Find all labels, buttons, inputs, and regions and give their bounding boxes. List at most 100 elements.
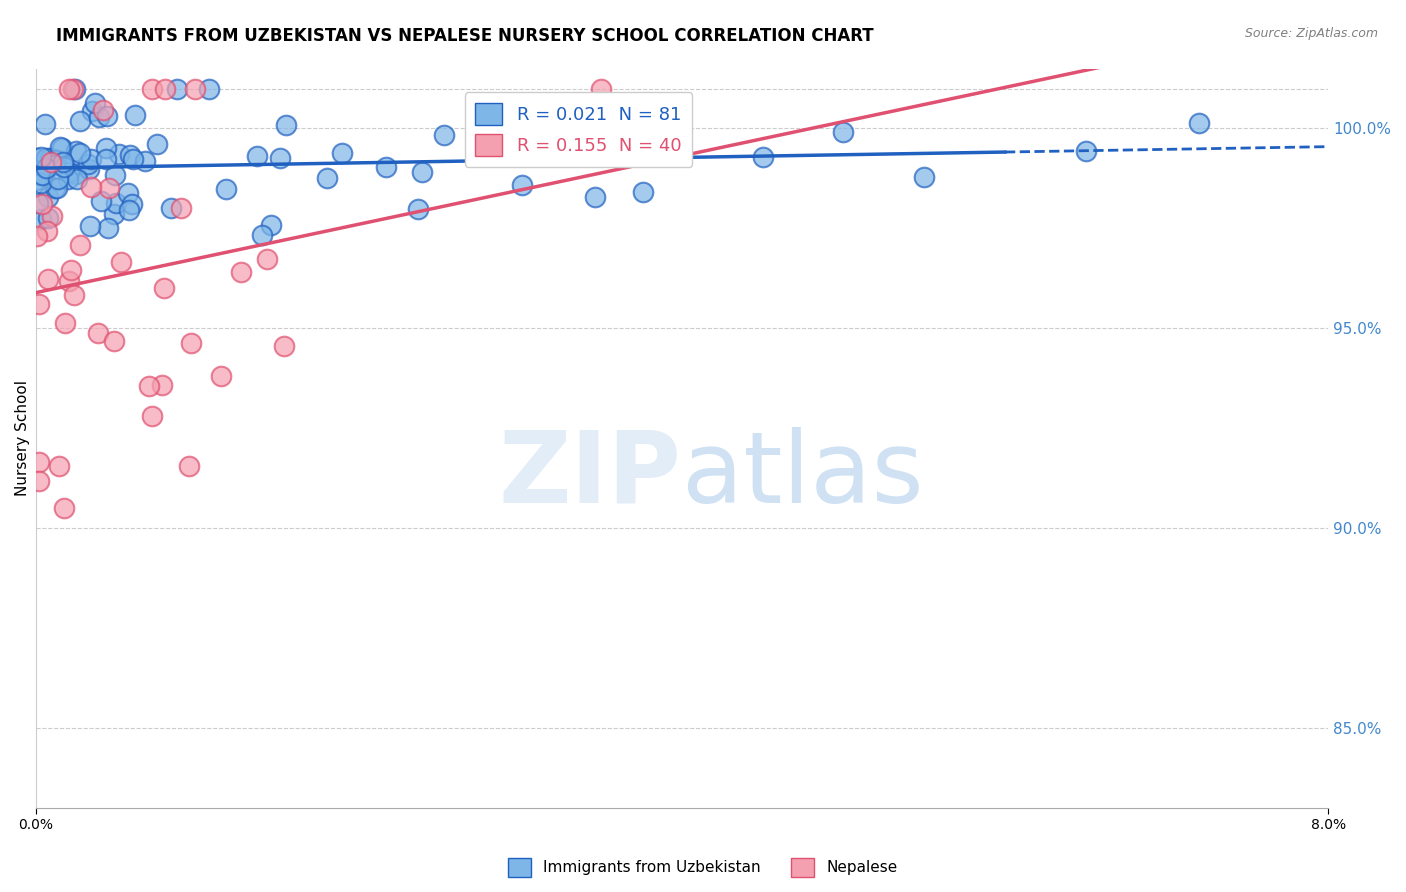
Nepalese [48, 458, 70, 473]
Immigrants from Uzbekistan [24, 173, 46, 187]
Nepalese [60, 263, 83, 277]
Nepalese [184, 81, 207, 95]
Immigrants from Uzbekistan [246, 149, 269, 163]
Immigrants from Uzbekistan [912, 169, 935, 184]
Immigrants from Uzbekistan [117, 186, 139, 200]
Immigrants from Uzbekistan [44, 158, 66, 172]
Immigrants from Uzbekistan [316, 171, 339, 186]
Immigrants from Uzbekistan [215, 182, 238, 196]
Immigrants from Uzbekistan [121, 196, 143, 211]
Immigrants from Uzbekistan [31, 169, 53, 183]
Nepalese [28, 455, 51, 469]
Nepalese [177, 458, 200, 473]
Immigrants from Uzbekistan [411, 165, 433, 179]
Immigrants from Uzbekistan [96, 153, 118, 167]
Immigrants from Uzbekistan [330, 146, 353, 161]
Immigrants from Uzbekistan [120, 148, 142, 162]
Immigrants from Uzbekistan [269, 151, 291, 165]
Immigrants from Uzbekistan [58, 165, 80, 179]
Immigrants from Uzbekistan [30, 176, 52, 190]
Immigrants from Uzbekistan [97, 221, 120, 235]
Immigrants from Uzbekistan [30, 150, 52, 164]
Nepalese [31, 196, 53, 211]
Nepalese [273, 339, 295, 353]
Immigrants from Uzbekistan [65, 167, 87, 181]
Immigrants from Uzbekistan [56, 172, 79, 186]
Immigrants from Uzbekistan [160, 201, 183, 215]
Nepalese [79, 180, 101, 194]
Text: IMMIGRANTS FROM UZBEKISTAN VS NEPALESE NURSERY SCHOOL CORRELATION CHART: IMMIGRANTS FROM UZBEKISTAN VS NEPALESE N… [56, 27, 875, 45]
Nepalese [155, 81, 177, 95]
Immigrants from Uzbekistan [35, 151, 58, 165]
Text: atlas: atlas [682, 426, 924, 524]
Immigrants from Uzbekistan [274, 118, 297, 132]
Immigrants from Uzbekistan [66, 171, 89, 186]
Immigrants from Uzbekistan [65, 144, 87, 158]
Nepalese [58, 274, 80, 288]
Nepalese [69, 237, 91, 252]
Immigrants from Uzbekistan [832, 125, 855, 139]
Text: Source: ZipAtlas.com: Source: ZipAtlas.com [1244, 27, 1378, 40]
Immigrants from Uzbekistan [260, 218, 283, 232]
Immigrants from Uzbekistan [96, 109, 118, 123]
Nepalese [63, 288, 86, 302]
Nepalese [152, 378, 174, 392]
Immigrants from Uzbekistan [122, 152, 145, 166]
Immigrants from Uzbekistan [25, 152, 48, 166]
Nepalese [39, 154, 62, 169]
Nepalese [209, 368, 232, 383]
Nepalese [229, 265, 252, 279]
Nepalese [28, 297, 51, 311]
Immigrants from Uzbekistan [49, 139, 72, 153]
Immigrants from Uzbekistan [82, 103, 104, 118]
Nepalese [62, 81, 84, 95]
Nepalese [25, 229, 48, 244]
Immigrants from Uzbekistan [27, 196, 49, 211]
Immigrants from Uzbekistan [87, 110, 110, 124]
Immigrants from Uzbekistan [69, 145, 91, 160]
Immigrants from Uzbekistan [134, 154, 156, 169]
Nepalese [138, 379, 160, 393]
Immigrants from Uzbekistan [52, 154, 75, 169]
Immigrants from Uzbekistan [63, 81, 86, 95]
Nepalese [589, 81, 612, 95]
Immigrants from Uzbekistan [105, 195, 128, 210]
Immigrants from Uzbekistan [103, 207, 125, 221]
Nepalese [180, 336, 202, 351]
Immigrants from Uzbekistan [51, 141, 73, 155]
Immigrants from Uzbekistan [79, 219, 101, 233]
Immigrants from Uzbekistan [96, 140, 118, 154]
Nepalese [170, 202, 193, 216]
Nepalese [141, 409, 163, 423]
Nepalese [110, 254, 132, 268]
Immigrants from Uzbekistan [52, 160, 75, 174]
Immigrants from Uzbekistan [39, 151, 62, 165]
Immigrants from Uzbekistan [69, 114, 91, 128]
Immigrants from Uzbekistan [250, 227, 273, 242]
Nepalese [91, 103, 114, 117]
Text: ZIP: ZIP [499, 426, 682, 524]
Immigrants from Uzbekistan [90, 194, 112, 208]
Immigrants from Uzbekistan [35, 161, 58, 176]
Immigrants from Uzbekistan [607, 128, 630, 143]
Immigrants from Uzbekistan [76, 157, 98, 171]
Immigrants from Uzbekistan [37, 211, 59, 225]
Nepalese [53, 316, 76, 330]
Immigrants from Uzbekistan [433, 128, 456, 142]
Immigrants from Uzbekistan [84, 96, 107, 111]
Immigrants from Uzbekistan [44, 181, 66, 195]
Nepalese [103, 334, 125, 348]
Nepalese [52, 500, 75, 515]
Nepalese [37, 224, 59, 238]
Immigrants from Uzbekistan [37, 190, 59, 204]
Immigrants from Uzbekistan [104, 168, 127, 182]
Immigrants from Uzbekistan [77, 161, 100, 176]
Immigrants from Uzbekistan [540, 104, 562, 119]
Immigrants from Uzbekistan [32, 168, 55, 182]
Immigrants from Uzbekistan [34, 117, 56, 131]
Immigrants from Uzbekistan [124, 108, 146, 122]
Nepalese [28, 474, 51, 488]
Nepalese [41, 209, 63, 223]
Immigrants from Uzbekistan [146, 137, 169, 152]
Legend: R = 0.021  N = 81, R = 0.155  N = 40: R = 0.021 N = 81, R = 0.155 N = 40 [464, 93, 692, 167]
